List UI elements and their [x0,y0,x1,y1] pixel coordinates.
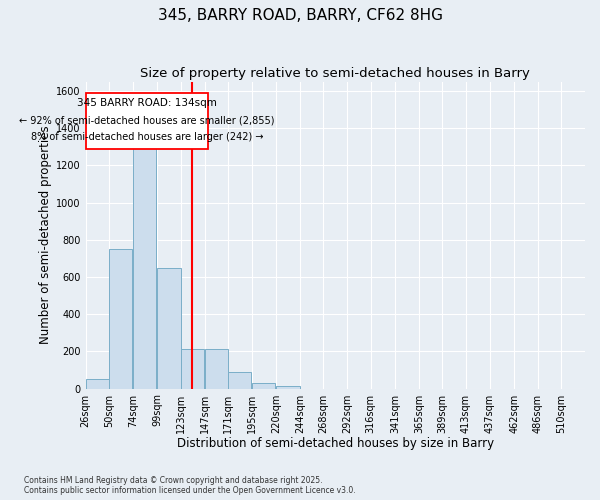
Bar [133,147,156,388]
Text: 345 BARRY ROAD: 134sqm: 345 BARRY ROAD: 134sqm [77,98,217,108]
Text: 8% of semi-detached houses are larger (242) →: 8% of semi-detached houses are larger (2… [31,132,263,142]
Y-axis label: Number of semi-detached properties: Number of semi-detached properties [39,126,52,344]
Text: ← 92% of semi-detached houses are smaller (2,855): ← 92% of semi-detached houses are smalle… [19,116,275,126]
Text: Contains HM Land Registry data © Crown copyright and database right 2025.
Contai: Contains HM Land Registry data © Crown c… [24,476,356,495]
Bar [86,93,208,148]
X-axis label: Distribution of semi-detached houses by size in Barry: Distribution of semi-detached houses by … [177,437,494,450]
Title: Size of property relative to semi-detached houses in Barry: Size of property relative to semi-detach… [140,68,530,80]
Bar [251,383,275,388]
Text: 345, BARRY ROAD, BARRY, CF62 8HG: 345, BARRY ROAD, BARRY, CF62 8HG [157,8,443,22]
Bar [228,372,251,388]
Bar [276,386,299,388]
Bar [205,348,228,389]
Bar [86,380,109,388]
Bar [157,268,181,388]
Bar [109,249,133,388]
Bar [181,348,204,389]
